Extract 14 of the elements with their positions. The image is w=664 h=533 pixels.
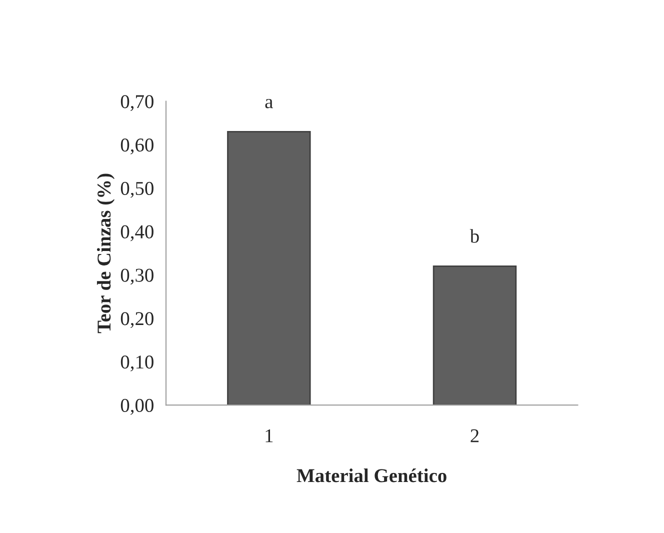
x-tick-label: 2 xyxy=(470,429,479,442)
annotation: b xyxy=(470,229,479,243)
y-tick-label: 0,50 xyxy=(120,182,154,198)
y-axis-title: Teor de Cinzas (%) xyxy=(96,174,115,334)
y-tick-label: 0,20 xyxy=(120,312,154,328)
y-tick-label: 0,60 xyxy=(120,138,154,154)
y-tick-label: 0,70 xyxy=(120,95,154,112)
y-tick-label: 0,40 xyxy=(120,225,154,242)
x-tick-label: 1 xyxy=(266,429,273,442)
y-tick-label: 0,00 xyxy=(120,398,154,415)
x-axis-title: Material Genético xyxy=(296,468,446,482)
annotation: a xyxy=(265,98,273,108)
y-tick-label: 0,30 xyxy=(120,268,154,285)
y-tick-label: 0,10 xyxy=(120,355,154,372)
